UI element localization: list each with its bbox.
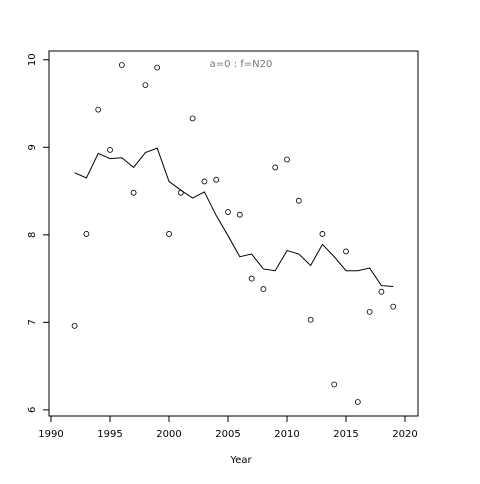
x-tick-label: 2020 (392, 429, 417, 440)
data-point (118, 62, 125, 68)
y-tick-label: 6 (27, 407, 38, 413)
data-point (154, 64, 161, 71)
x-tick-label: 2015 (333, 429, 358, 440)
data-point (307, 316, 314, 323)
x-tick-label: 2005 (215, 429, 240, 440)
data-point (236, 211, 243, 218)
y-tick-label: 9 (27, 144, 38, 150)
y-tick-label: 7 (27, 319, 38, 325)
plot-box (48, 50, 419, 417)
data-point (71, 322, 78, 329)
x-tick-label: 2000 (156, 429, 181, 440)
data-point (260, 286, 267, 292)
x-tick-label: 1990 (38, 429, 63, 440)
annotation: a=0 : f=N20 (210, 59, 273, 70)
data-point (248, 275, 255, 282)
data-point (331, 381, 338, 388)
data-point (189, 115, 196, 122)
data-point (213, 176, 220, 183)
data-point (272, 164, 279, 171)
data-point (390, 303, 397, 310)
data-point (83, 231, 90, 237)
x-axis-label: Year (229, 455, 252, 466)
data-point (284, 156, 290, 163)
y-tick-label: 10 (27, 53, 38, 66)
y-tick-label: 8 (27, 232, 38, 238)
data-point (142, 82, 149, 89)
x-tick-label: 2010 (274, 429, 299, 440)
data-point (225, 209, 231, 215)
data-point (107, 147, 113, 153)
data-point (366, 308, 373, 315)
data-point (166, 231, 172, 237)
data-point (343, 248, 349, 255)
x-tick-label: 1995 (97, 429, 122, 440)
data-point (319, 231, 326, 237)
data-point (378, 288, 385, 295)
data-point (295, 197, 302, 204)
trend-line (74, 147, 394, 287)
data-point (130, 189, 137, 196)
data-point (95, 106, 102, 113)
data-point (201, 178, 208, 185)
data-point (354, 399, 361, 405)
